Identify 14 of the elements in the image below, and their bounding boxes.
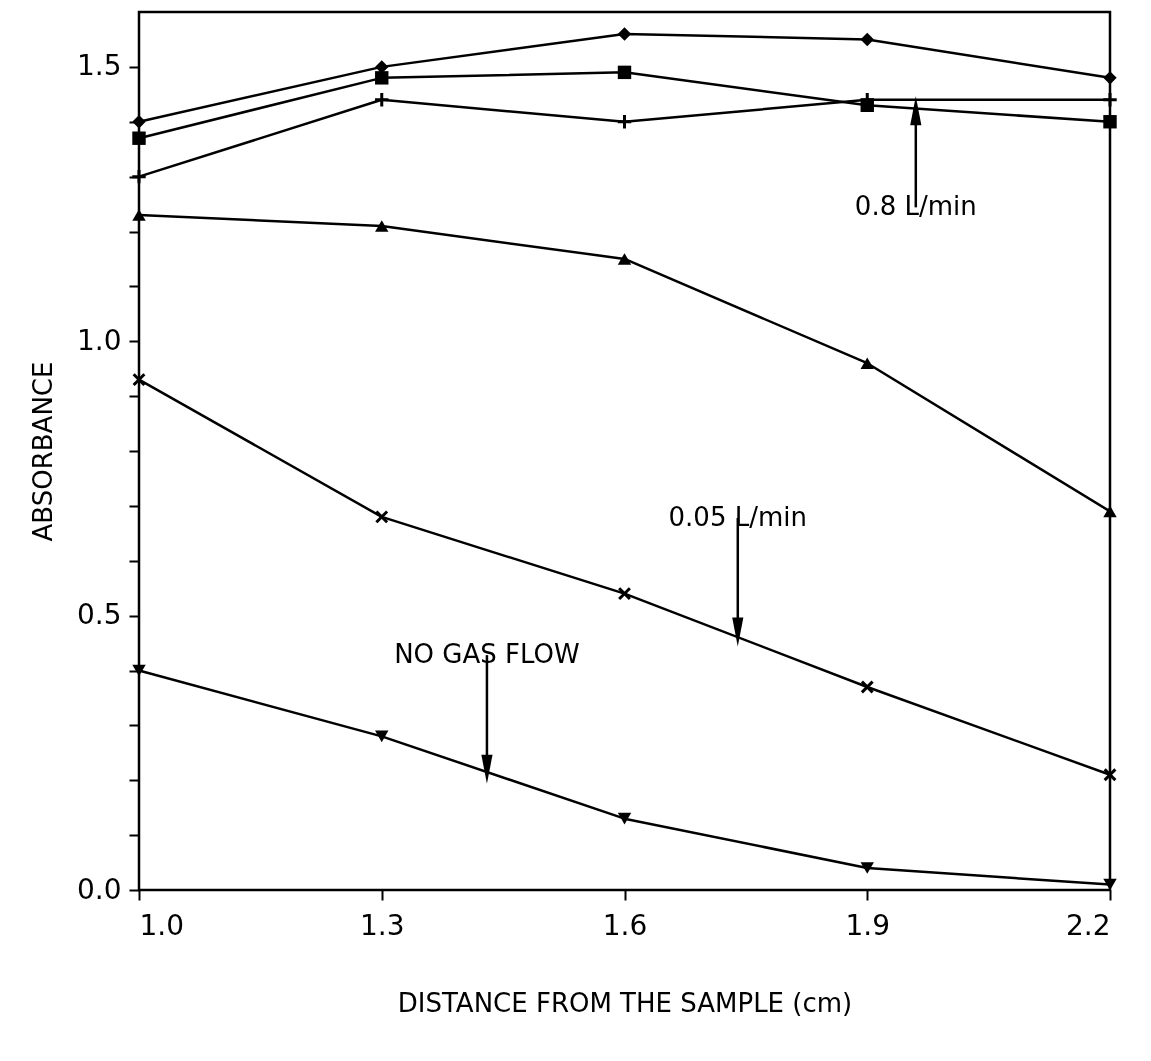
x-tick-label: 1.3 [359, 908, 405, 942]
y-tick-label: 1.0 [76, 323, 122, 357]
x-tick-label: 1.9 [845, 908, 891, 942]
x-tick-label: 2.2 [1065, 908, 1111, 942]
y-tick-label: 0.5 [76, 598, 122, 632]
annotation: 0.05 L/min [668, 501, 807, 532]
y-tick-label: 0.0 [76, 872, 122, 906]
x-axis-title: DISTANCE FROM THE SAMPLE (cm) [397, 987, 853, 1018]
y-axis-title: ABSORBANCE [27, 361, 58, 542]
y-tick-label: 1.5 [76, 49, 122, 83]
x-tick-label: 1.0 [139, 908, 185, 942]
x-tick-label: 1.6 [602, 908, 648, 942]
annotation: NO GAS FLOW [394, 639, 580, 670]
annotation: 0.8 L/min [854, 191, 977, 222]
